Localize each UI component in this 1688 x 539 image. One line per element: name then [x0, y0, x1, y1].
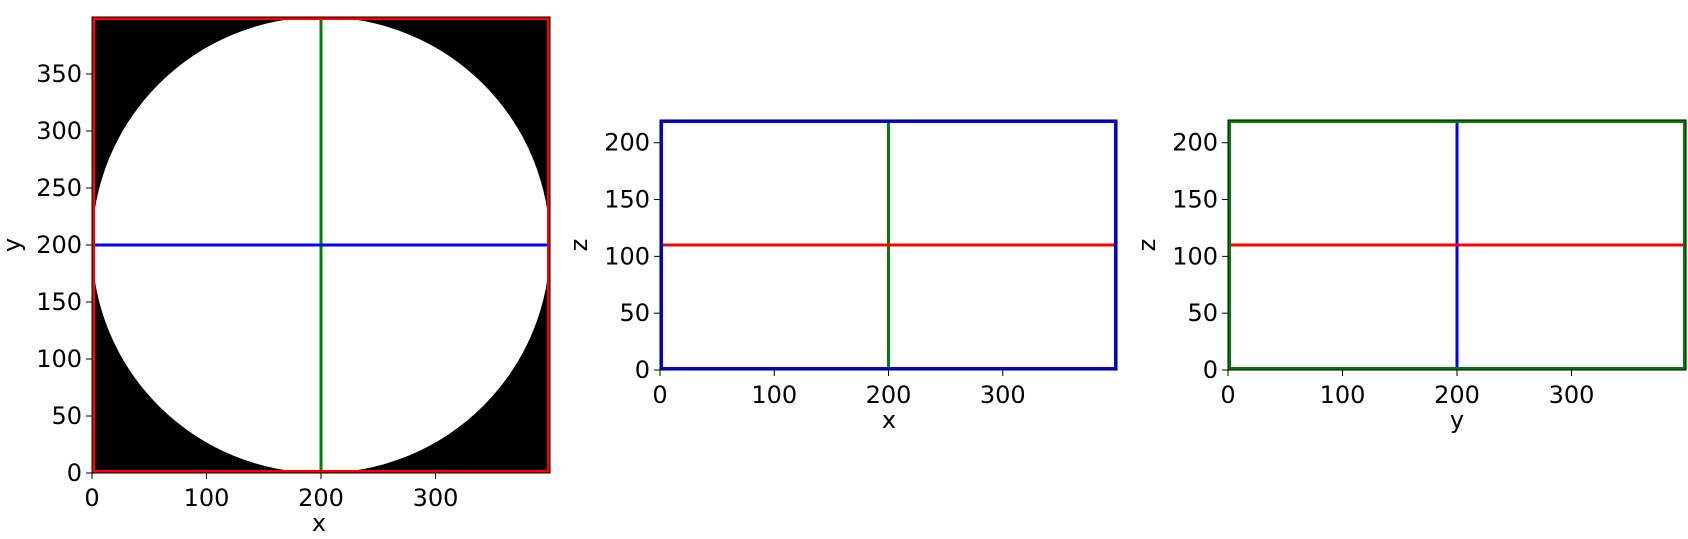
x-tick-label: 100 — [1320, 381, 1366, 409]
plane-frame — [660, 120, 1117, 370]
y-tick-label: 0 — [1203, 356, 1218, 384]
y-tick-label: 50 — [619, 299, 650, 327]
y-tick-label: 200 — [36, 231, 82, 259]
x-tick-label: 0 — [1220, 381, 1235, 409]
y-tick-label: 350 — [36, 60, 82, 88]
y-tick-label: 150 — [1172, 186, 1218, 214]
y-tick-label: 100 — [1172, 242, 1218, 270]
x-axis-label: x — [312, 509, 326, 537]
x-tick-label: 0 — [652, 381, 667, 409]
x-tick-label: 200 — [866, 381, 912, 409]
x-tick-label: 300 — [980, 381, 1026, 409]
plane-frame — [92, 17, 550, 473]
y-tick-label: 150 — [604, 186, 650, 214]
y-tick-label: 0 — [635, 356, 650, 384]
y-axis-label: y — [0, 238, 26, 252]
y-tick-label: 50 — [51, 402, 82, 430]
x-tick-label: 100 — [184, 484, 230, 512]
x-tick-label: 200 — [298, 484, 344, 512]
x-tick-label: 300 — [1549, 381, 1595, 409]
plane-frame — [1228, 120, 1686, 370]
panel-xy: 0 100 200 300 0 50 100 150 200 250 300 350 x y — [0, 16, 551, 537]
x-tick-label: 300 — [413, 484, 459, 512]
x-tick-label: 100 — [751, 381, 797, 409]
x-tick-label: 200 — [1434, 381, 1480, 409]
y-tick-label: 300 — [36, 117, 82, 145]
y-tick-label: 50 — [1187, 299, 1218, 327]
y-tick-label: 150 — [36, 288, 82, 316]
y-axis-label: z — [1133, 239, 1161, 252]
x-tick-label: 0 — [84, 484, 99, 512]
y-tick-label: 0 — [67, 459, 82, 487]
x-axis-label: x — [882, 406, 896, 434]
y-tick-label: 100 — [36, 345, 82, 373]
x-axis-label: y — [1450, 406, 1464, 434]
y-tick-label: 250 — [36, 174, 82, 202]
y-axis-label: z — [565, 239, 593, 252]
y-tick-label: 200 — [604, 129, 650, 157]
y-tick-label: 200 — [1172, 129, 1218, 157]
y-tick-label: 100 — [604, 242, 650, 270]
